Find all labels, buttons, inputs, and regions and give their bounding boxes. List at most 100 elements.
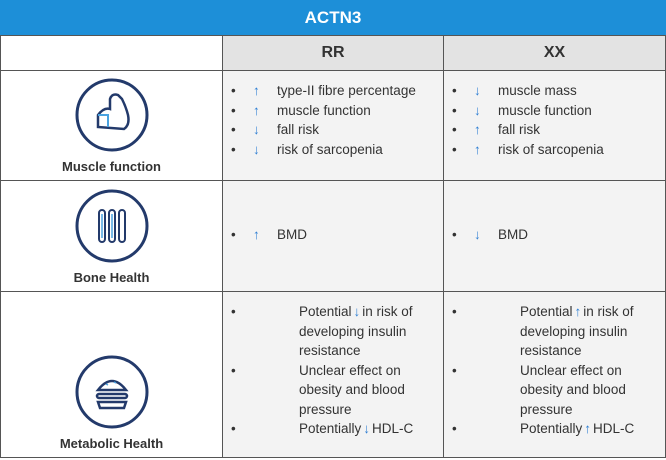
bullet: • bbox=[231, 122, 236, 137]
bullet-list: • Potential ↓ in risk of developing insulin… bbox=[231, 302, 433, 439]
arrow: ↓ bbox=[474, 83, 481, 98]
arrow: ↑ bbox=[574, 304, 582, 319]
item-text: HDL-C bbox=[593, 421, 635, 436]
icon bbox=[75, 189, 148, 263]
column-header: RR bbox=[222, 35, 444, 71]
arrow: ↑ bbox=[474, 141, 481, 157]
list-item: • ↑ type-II fibre percentage bbox=[231, 81, 433, 101]
arrow: ↓ bbox=[363, 421, 371, 436]
bullet: • bbox=[452, 304, 457, 319]
item-text: fall risk bbox=[498, 122, 541, 137]
list-item: • ↑ muscle function bbox=[231, 101, 433, 121]
arrow: ↑ bbox=[474, 122, 481, 137]
bullet: • bbox=[231, 102, 236, 118]
row-label: Metabolic Health bbox=[59, 436, 164, 451]
row-label-cell: Metabolic Health bbox=[0, 291, 223, 458]
item-text: Potential bbox=[299, 304, 352, 319]
item-text: BMD bbox=[277, 227, 307, 242]
bullet: • bbox=[452, 421, 457, 436]
arrow: ↑ bbox=[253, 102, 260, 118]
item-text: in risk of developing insulin resistance bbox=[299, 304, 413, 358]
row-label-cell: Bone Health bbox=[0, 180, 223, 292]
item-text: Potentially bbox=[520, 421, 583, 436]
arrow: ↓ bbox=[474, 102, 481, 118]
item-text: Potentially bbox=[299, 421, 362, 436]
bullet: • bbox=[231, 304, 236, 319]
data-cell: • Potential ↓ in risk of developing insulin… bbox=[222, 291, 444, 458]
list-item: • ↑ BMD bbox=[231, 225, 433, 245]
indent bbox=[253, 302, 299, 361]
item-text: Potentially ↑ HDL-C bbox=[520, 419, 655, 439]
list-item: • Potential ↑ in risk of developing insulin… bbox=[452, 302, 655, 361]
item-text: Unclear effect on obesity and blood pres… bbox=[299, 362, 405, 417]
item-text: Unclear effect on obesity and blood pres… bbox=[520, 362, 626, 417]
bullet: • bbox=[452, 362, 457, 378]
bullet: • bbox=[452, 102, 457, 118]
item-text: muscle function bbox=[277, 102, 371, 118]
item-text: Potential bbox=[520, 304, 573, 319]
item-text: BMD bbox=[498, 227, 528, 242]
arrow: ↑ bbox=[253, 227, 260, 242]
list-item: • ↓ risk of sarcopenia bbox=[231, 140, 433, 160]
bullet-list: • ↓ BMD bbox=[452, 225, 655, 245]
bullet: • bbox=[452, 227, 457, 242]
data-cell: • ↑ type-II fibre percentage • ↑ muscle funct… bbox=[222, 70, 444, 181]
item-text: in risk of developing insulin resistance bbox=[520, 304, 634, 358]
list-item: • ↑ risk of sarcopenia bbox=[452, 140, 655, 160]
item-text: risk of sarcopenia bbox=[498, 141, 604, 157]
bullet: • bbox=[231, 421, 236, 436]
bullet-list: • ↑ BMD bbox=[231, 225, 433, 245]
list-item: • Potential ↓ in risk of developing insulin… bbox=[231, 302, 433, 361]
arrow: ↓ bbox=[253, 122, 260, 137]
data-cell: • ↓ BMD bbox=[443, 180, 666, 292]
icon bbox=[75, 78, 148, 152]
arrow: ↑ bbox=[253, 83, 260, 98]
data-cell: • ↓ muscle mass • ↓ muscle function • ↑ fall ris… bbox=[443, 70, 666, 181]
indent bbox=[253, 361, 299, 420]
item-text: muscle mass bbox=[498, 83, 577, 98]
indent bbox=[474, 419, 520, 439]
list-item: • Unclear effect on obesity and blood pre… bbox=[231, 361, 433, 420]
list-item: • Potentially ↓ HDL-C bbox=[231, 419, 433, 439]
item-text: risk of sarcopenia bbox=[277, 141, 383, 157]
item-text: fall risk bbox=[277, 122, 320, 137]
arrow: ↑ bbox=[584, 421, 592, 436]
bullet: • bbox=[231, 227, 236, 242]
item-text: type-II fibre percentage bbox=[277, 83, 416, 98]
bullet-list: • Potential ↑ in risk of developing insulin… bbox=[452, 302, 655, 439]
list-item: • ↓ muscle function bbox=[452, 101, 655, 121]
item-text: Potential ↑ in risk of developing insulin … bbox=[520, 302, 655, 361]
data-cell: • ↑ BMD bbox=[222, 180, 444, 292]
list-item: • ↓ BMD bbox=[452, 225, 655, 245]
indent bbox=[474, 361, 520, 420]
bullet: • bbox=[231, 362, 236, 378]
list-item: • ↓ fall risk bbox=[231, 120, 433, 140]
item-text: HDL-C bbox=[372, 421, 414, 436]
bullet-list: • ↑ type-II fibre percentage • ↑ muscle funct… bbox=[231, 81, 433, 159]
item-text: muscle function bbox=[498, 102, 592, 118]
row-label: Bone Health bbox=[73, 270, 150, 285]
list-item: • Unclear effect on obesity and blood pre… bbox=[452, 361, 655, 420]
item-text: Potentially ↓ HDL-C bbox=[299, 419, 433, 439]
indent bbox=[474, 302, 520, 361]
table-title: ACTN3 bbox=[0, 0, 666, 36]
list-item: • ↓ muscle mass bbox=[452, 81, 655, 101]
data-cell: • Potential ↑ in risk of developing insulin… bbox=[443, 291, 666, 458]
item-text: Potential ↓ in risk of developing insulin … bbox=[299, 302, 433, 361]
bullet: • bbox=[452, 122, 457, 137]
bullet: • bbox=[452, 83, 457, 98]
indent bbox=[253, 419, 299, 439]
arrow: ↓ bbox=[474, 227, 481, 242]
icon bbox=[75, 355, 148, 429]
row-label-cell: Muscle function bbox=[0, 70, 223, 181]
arrow: ↓ bbox=[353, 304, 361, 319]
arrow: ↓ bbox=[253, 141, 260, 157]
bullet: • bbox=[452, 141, 457, 157]
bullet: • bbox=[231, 141, 236, 157]
row-label: Muscle function bbox=[62, 159, 161, 174]
list-item: • Potentially ↑ HDL-C bbox=[452, 419, 655, 439]
column-header: XX bbox=[443, 35, 666, 71]
list-item: • ↑ fall risk bbox=[452, 120, 655, 140]
bullet: • bbox=[231, 83, 236, 98]
